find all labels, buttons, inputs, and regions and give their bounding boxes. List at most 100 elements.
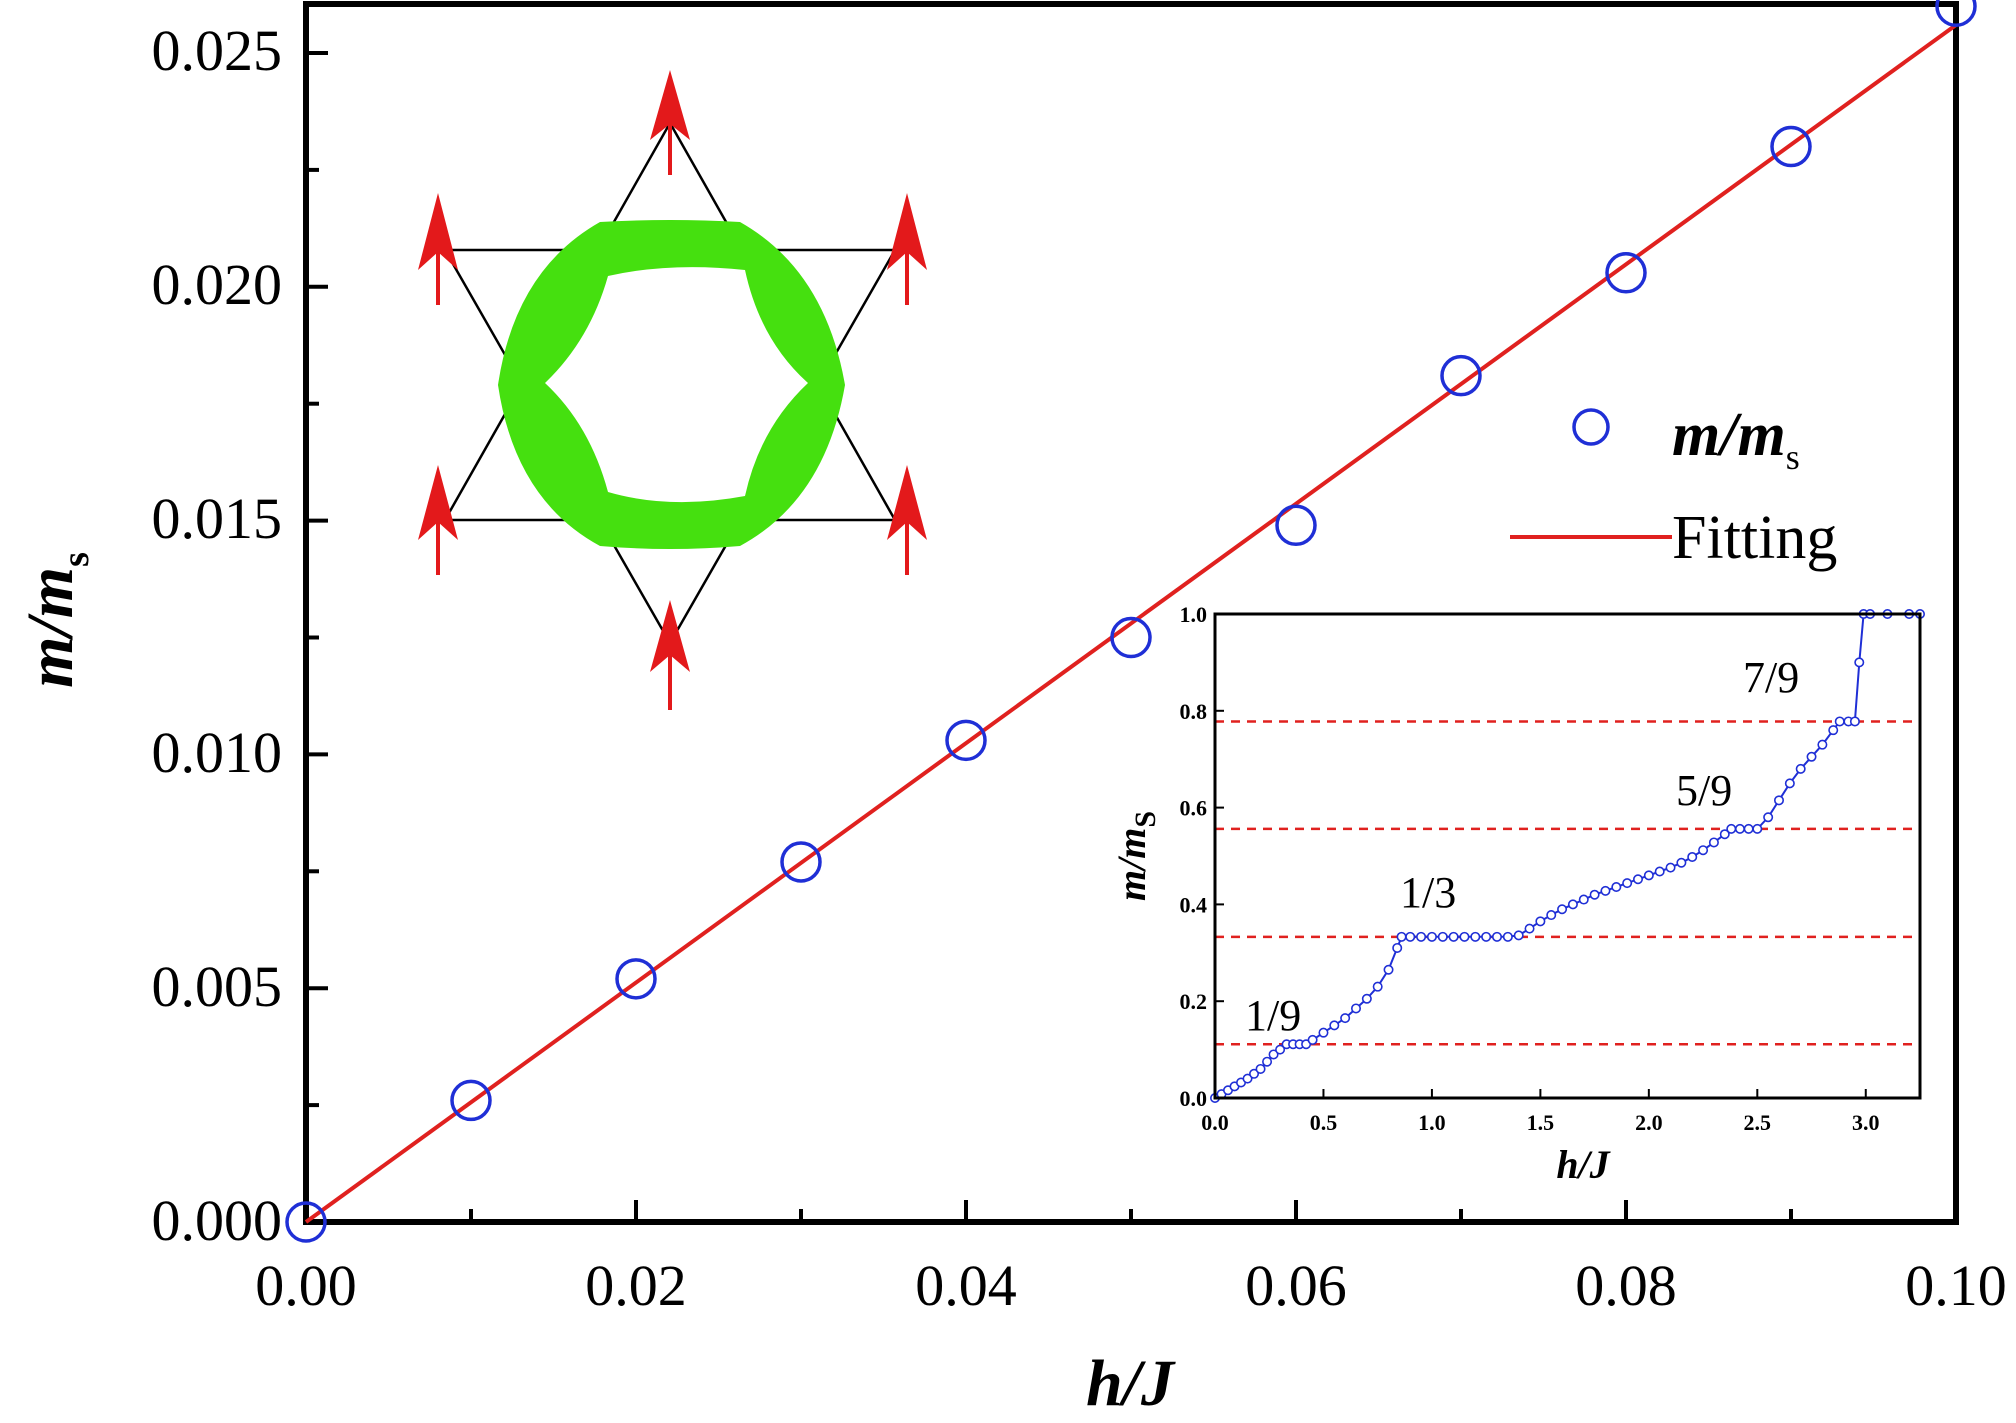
y-axis-title: m/ms	[14, 552, 97, 688]
inset-y-tick-label: 0.0	[1180, 1086, 1208, 1111]
fitting-line-layer	[304, 23, 1958, 1224]
inset-data-point	[1481, 931, 1492, 942]
inset-y-tick-label: 0.6	[1180, 796, 1208, 821]
data-point	[945, 719, 987, 762]
inset-data-point	[1763, 812, 1774, 823]
inset-plateau-lines	[1215, 720, 1920, 1046]
inset-data-point	[1437, 931, 1448, 942]
x-tick-label: 0.04	[915, 1253, 1017, 1318]
y-tick-label: 0.025	[152, 18, 283, 83]
inset-data-point	[1665, 862, 1676, 873]
spin-arrow-top	[650, 70, 690, 175]
inset-tick-labels: 0.0 0.5 1.0 1.5 2.0 2.5 3.0 0.0 0.2 0.4 0.6 0.8 1.0	[1180, 602, 1880, 1135]
y-tick-label: 0.000	[152, 1188, 283, 1253]
data-point	[780, 841, 822, 883]
inset-data-point	[1817, 739, 1828, 750]
main-y-tick-labels: 0.000 0.005 0.010 0.015 0.020 0.025	[152, 18, 283, 1253]
inset-data-point	[1567, 899, 1578, 910]
inset-y-tick-label: 0.8	[1180, 699, 1208, 724]
inset-data-point	[1242, 1073, 1253, 1084]
inset-data-point	[1633, 874, 1644, 885]
spin-arrow-upper-left	[418, 193, 458, 305]
inset-data-point	[1698, 845, 1709, 856]
legend-marker-circle	[1572, 408, 1610, 446]
inset-data-point	[1535, 916, 1546, 927]
inset-data-point	[1589, 889, 1600, 900]
x-tick-label: 0.08	[1575, 1253, 1677, 1318]
inset-data-point	[1351, 1003, 1362, 1014]
inset-data-point	[1734, 823, 1745, 834]
y-axis-title-main: m/m	[14, 567, 87, 688]
x-axis-title: h/J	[1086, 1347, 1176, 1420]
inset-data-point	[1546, 910, 1557, 921]
data-point	[285, 1201, 327, 1243]
inset-data-point	[1654, 866, 1665, 877]
svg-text:m/mS: m/mS	[1109, 811, 1162, 901]
inset-data-point	[1405, 931, 1416, 942]
inset-data-point	[1784, 778, 1795, 789]
main-ticks	[304, 51, 1958, 1224]
inset-chart: 0.0 0.5 1.0 1.5 2.0 2.5 3.00.00.20.40.60.81.0 …	[1109, 602, 1926, 1187]
inset-data-point	[1268, 1049, 1279, 1060]
lattice-triangle-up	[442, 120, 898, 522]
inset-data-point	[1719, 829, 1730, 840]
y-axis-title-sub: s	[55, 552, 97, 567]
inset-data-point	[1557, 904, 1568, 915]
inset-data-point	[1611, 881, 1622, 892]
inset-data-point	[1578, 894, 1589, 905]
inset-data-point	[1524, 923, 1535, 934]
y-tick-label: 0.020	[152, 252, 283, 317]
inset-data-point	[1255, 1063, 1266, 1074]
inset-data-point	[1726, 823, 1737, 834]
inset-data-point	[1318, 1027, 1329, 1038]
inset-data-point	[1795, 763, 1806, 774]
inset-y-axis-title: m/mS	[1109, 811, 1162, 901]
data-point	[1770, 125, 1812, 168]
x-tick-label: 0.06	[1245, 1253, 1347, 1318]
inset-data-point	[1372, 981, 1383, 992]
inset-data-point	[1275, 1044, 1286, 1055]
inset-y-tick-label: 0.4	[1180, 892, 1208, 917]
inset-x-tick-label: 0.0	[1201, 1110, 1229, 1135]
spin-arrow-upper-right	[887, 193, 927, 305]
plateau-label-1-9: 1/9	[1245, 991, 1301, 1040]
inset-data-point	[1806, 751, 1817, 762]
inset-data-point	[1708, 837, 1719, 848]
inset-data-point	[1600, 885, 1611, 896]
main-x-tick-labels: 0.00 0.02 0.04 0.06 0.08 0.10	[255, 1253, 2007, 1318]
data-point	[1440, 354, 1482, 397]
inset-data-point	[1643, 870, 1654, 881]
inset-data-point	[1752, 823, 1763, 834]
inset-data-point	[1329, 1020, 1340, 1031]
y-tick-label: 0.010	[152, 720, 283, 785]
inset-x-axis-title: h/J	[1556, 1142, 1611, 1187]
legend-label-mms: m/ms	[1672, 401, 1800, 477]
data-points-layer	[285, 0, 1977, 1243]
x-tick-label: 0.00	[255, 1253, 357, 1318]
inset-data-point	[1448, 931, 1459, 942]
inset-y-title-main: m/m	[1109, 828, 1154, 901]
inset-data-point	[1676, 857, 1687, 868]
inset-data-point	[1687, 851, 1698, 862]
inset-data-point	[1249, 1068, 1260, 1079]
spin-arrow-lower-right	[887, 465, 927, 575]
inset-data-point	[1340, 1013, 1351, 1024]
inset-frame	[1213, 612, 1922, 1100]
legend-label-fitting: Fitting	[1672, 504, 1837, 572]
plateau-label-7-9: 7/9	[1743, 653, 1799, 702]
inset-ticks	[1214, 613, 1867, 1099]
kagome-illustration	[418, 70, 927, 710]
inset-x-tick-label: 2.5	[1744, 1110, 1772, 1135]
x-tick-label: 0.10	[1905, 1253, 2007, 1318]
inset-data-point	[1854, 657, 1865, 668]
data-point	[615, 958, 657, 1000]
inset-data-point	[1262, 1056, 1273, 1067]
data-point	[1605, 252, 1647, 294]
x-tick-label: 0.02	[585, 1253, 687, 1318]
green-ring	[498, 220, 845, 549]
inset-x-tick-label: 0.5	[1310, 1110, 1338, 1135]
inset-y-tick-label: 0.2	[1180, 989, 1208, 1014]
inset-series-layer	[1210, 608, 1926, 1104]
data-point	[1275, 504, 1317, 547]
